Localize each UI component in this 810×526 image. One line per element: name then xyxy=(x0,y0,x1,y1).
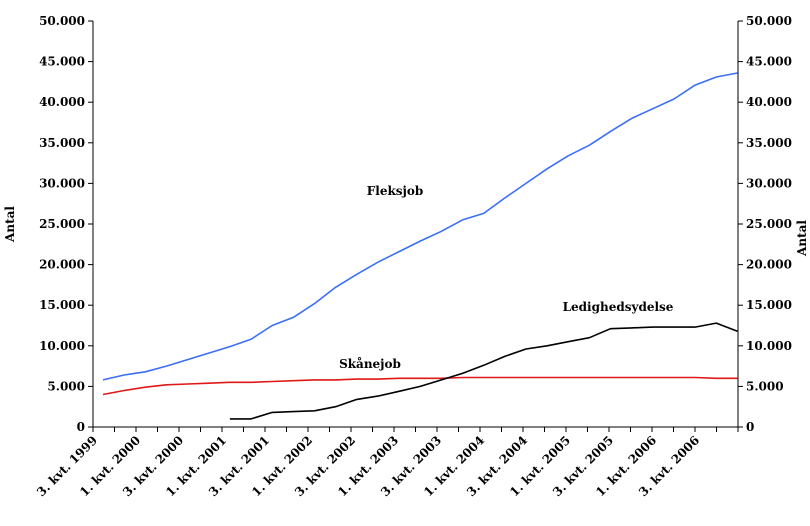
fleksjob-series-label: Fleksjob xyxy=(367,184,424,198)
left-y-tick-label: 5.000 xyxy=(47,379,85,393)
series-lines xyxy=(102,72,738,420)
left-y-tick-label: 35.000 xyxy=(39,136,85,150)
series-line-sknejob xyxy=(102,376,738,396)
series-line-ledighedsydelse xyxy=(229,322,738,420)
right-y-tick-label: 30.000 xyxy=(746,176,792,190)
right-y-tick-label: 45.000 xyxy=(746,55,792,69)
left-y-tick-label: 20.000 xyxy=(39,258,85,272)
right-y-tick-label: 10.000 xyxy=(746,339,792,353)
left-y-tick-label: 0 xyxy=(77,420,85,434)
series-line-fleksjob xyxy=(102,72,738,381)
right-y-tick-label: 25.000 xyxy=(746,217,792,231)
left-y-tick-label: 10.000 xyxy=(39,339,85,353)
right-y-axis-title: Antal xyxy=(795,220,809,257)
left-y-tick-label: 45.000 xyxy=(39,55,85,69)
ledighedsydelse-series-label: Ledighedsydelse xyxy=(563,300,674,314)
right-y-axis-ticks: 0 5.000 10.000 15.000 20.000 25.000 30.000 35.0… xyxy=(738,14,792,434)
left-y-tick-label: 15.000 xyxy=(39,298,85,312)
left-y-tick-label: 25.000 xyxy=(39,217,85,231)
right-y-tick-label: 35.000 xyxy=(746,136,792,150)
left-y-tick-label: 50.000 xyxy=(39,14,85,28)
left-y-axis-title: Antal xyxy=(3,206,17,243)
right-y-tick-label: 50.000 xyxy=(746,14,792,28)
skanejob-series-label: Skånejob xyxy=(339,356,401,371)
left-y-tick-label: 30.000 xyxy=(39,176,85,190)
right-y-tick-label: 40.000 xyxy=(746,95,792,109)
right-y-tick-label: 15.000 xyxy=(746,298,792,312)
left-y-axis-ticks: 0 5.000 10.000 15.000 20.000 25.000 30.000 35.0… xyxy=(39,14,93,434)
left-y-tick-label: 40.000 xyxy=(39,95,85,109)
right-y-tick-label: 5.000 xyxy=(746,379,784,393)
right-y-tick-label: 20.000 xyxy=(746,258,792,272)
right-y-tick-label: 0 xyxy=(746,420,754,434)
